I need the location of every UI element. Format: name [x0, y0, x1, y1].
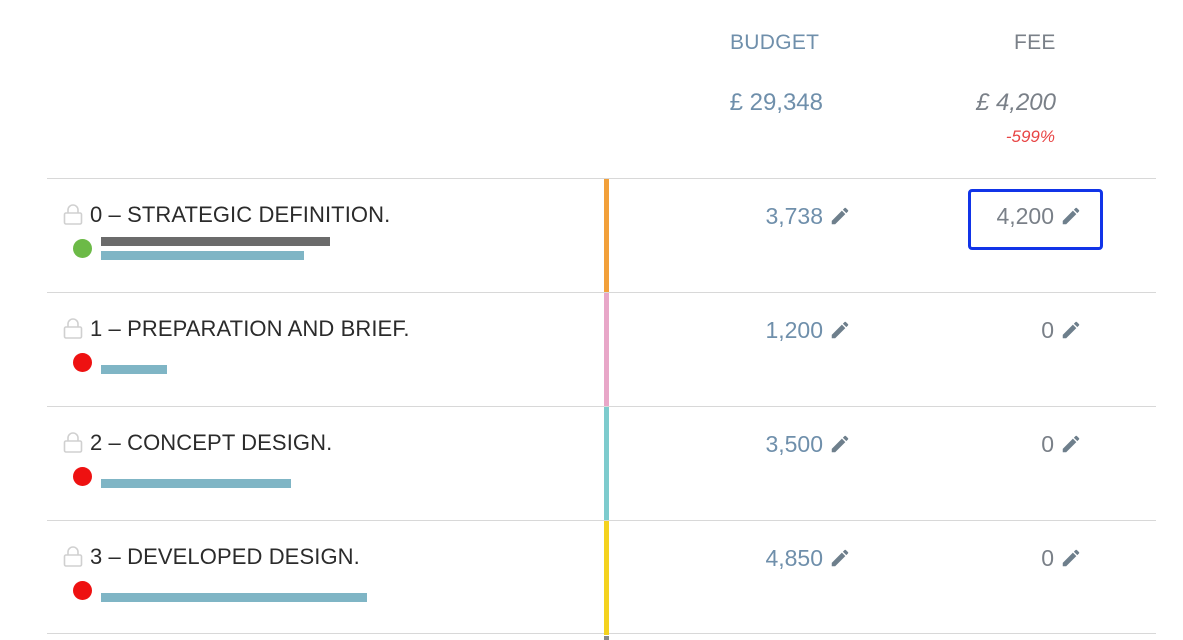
edit-fee-pencil-icon[interactable]: [1060, 205, 1082, 227]
budget-value[interactable]: 3,500: [765, 431, 823, 457]
progress-bar-planned: [101, 251, 304, 260]
budget-header: BUDGET: [730, 31, 820, 54]
fee-focus-box[interactable]: [968, 189, 1103, 250]
stage-title: 2 – CONCEPT DESIGN.: [90, 430, 333, 455]
fee-header: FEE: [1014, 31, 1056, 54]
edit-fee-pencil-icon[interactable]: [1060, 433, 1082, 455]
status-dot: [73, 581, 92, 600]
stage-color-stripe: [604, 179, 609, 293]
edit-budget-pencil-icon[interactable]: [829, 205, 851, 227]
stage-color-stripe: [604, 407, 609, 521]
stage-row[interactable]: 1 – PREPARATION AND BRIEF. 1,200 0: [47, 292, 1156, 407]
stage-row[interactable]: 3 – DEVELOPED DESIGN. 4,850 0: [47, 520, 1156, 635]
status-dot: [73, 467, 92, 486]
fee-percent: -599%: [1005, 127, 1055, 146]
budget-value[interactable]: 1,200: [765, 317, 823, 343]
fee-total: £ 4,200: [975, 89, 1056, 116]
progress-bar-planned: [101, 479, 291, 488]
stage-color-stripe: [604, 521, 609, 635]
stage-title: 1 – PREPARATION AND BRIEF.: [90, 316, 410, 341]
budget-value[interactable]: 3,738: [765, 203, 823, 229]
fee-value[interactable]: 0: [1041, 431, 1054, 457]
progress-bar-actual: [101, 237, 330, 246]
stage-color-stripe: [604, 293, 609, 407]
budget-total: £ 29,348: [729, 89, 823, 116]
stage-title: 3 – DEVELOPED DESIGN.: [90, 544, 360, 569]
fee-value[interactable]: 0: [1041, 317, 1054, 343]
stage-row[interactable]: 0 – STRATEGIC DEFINITION. 3,738 4,200: [47, 178, 1156, 293]
progress-bar-planned: [101, 593, 367, 602]
lock-icon[interactable]: [63, 545, 83, 567]
edit-fee-pencil-icon[interactable]: [1060, 319, 1082, 341]
edit-fee-pencil-icon[interactable]: [1060, 547, 1082, 569]
fee-value[interactable]: 0: [1041, 545, 1054, 571]
lock-icon[interactable]: [63, 431, 83, 453]
edit-budget-pencil-icon[interactable]: [829, 433, 851, 455]
lock-icon[interactable]: [63, 317, 83, 339]
progress-bar-planned: [101, 365, 167, 374]
edit-budget-pencil-icon[interactable]: [829, 547, 851, 569]
lock-icon[interactable]: [63, 203, 83, 225]
status-dot: [73, 239, 92, 258]
edit-budget-pencil-icon[interactable]: [829, 319, 851, 341]
stage-row[interactable]: 2 – CONCEPT DESIGN. 3,500 0: [47, 406, 1156, 521]
fee-value[interactable]: 4,200: [996, 203, 1054, 229]
stripe-tail: [604, 636, 609, 640]
stage-title: 0 – STRATEGIC DEFINITION.: [90, 202, 391, 227]
budget-value[interactable]: 4,850: [765, 545, 823, 571]
status-dot: [73, 353, 92, 372]
